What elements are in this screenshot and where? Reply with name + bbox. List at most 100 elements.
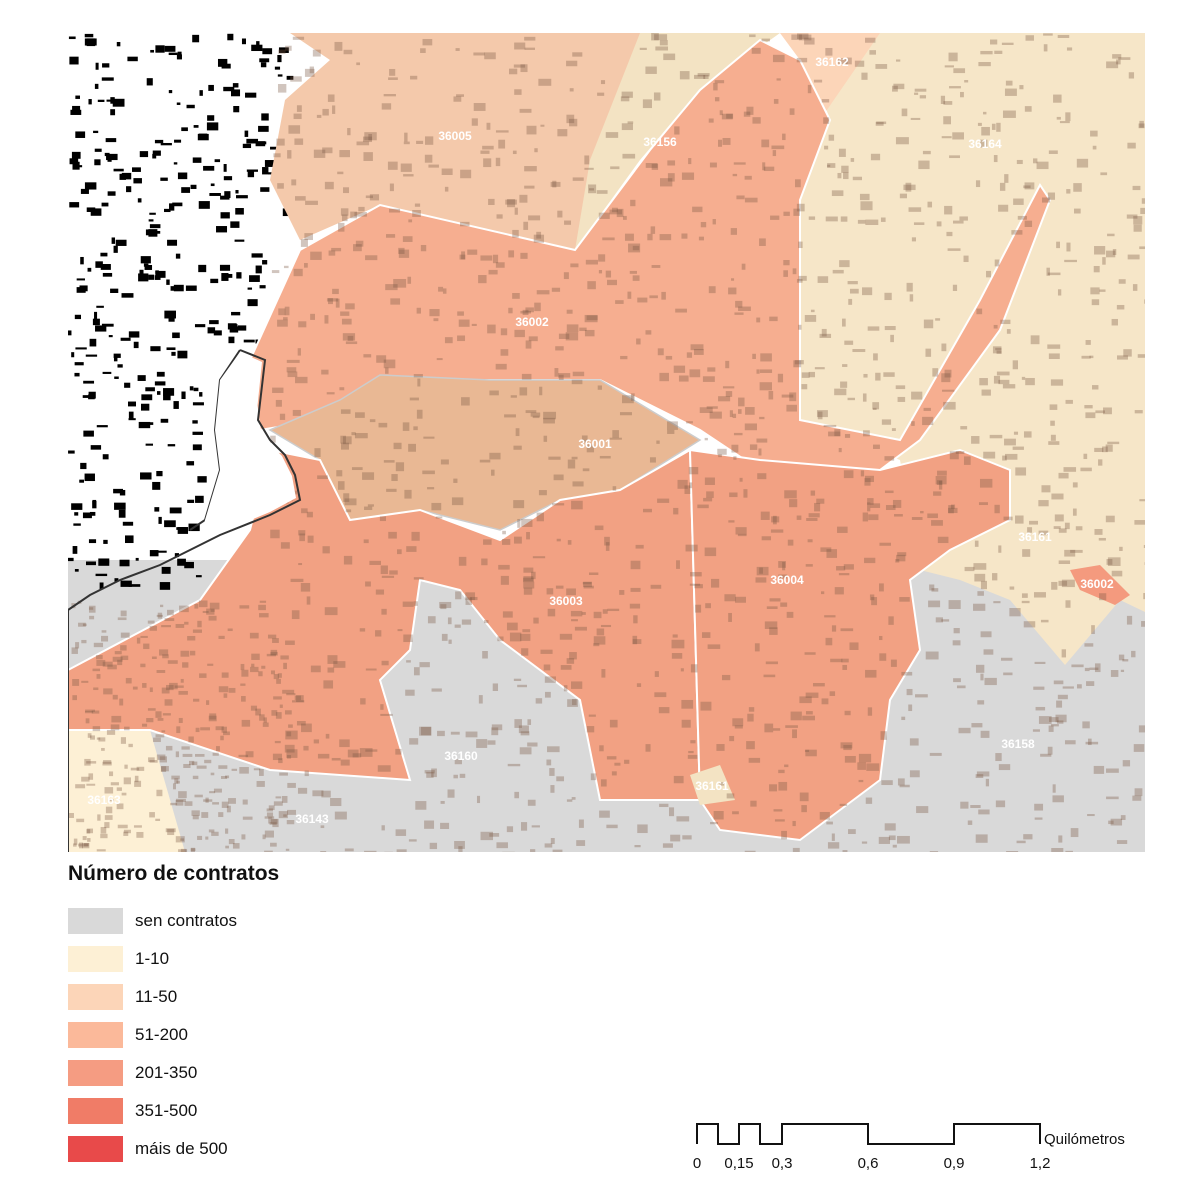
building [98, 737, 106, 742]
building [120, 580, 132, 587]
building [241, 696, 246, 702]
building [590, 773, 597, 781]
building [424, 154, 433, 163]
building [778, 561, 786, 568]
building [367, 504, 374, 507]
building [285, 730, 298, 740]
building [878, 836, 891, 844]
building [150, 346, 161, 352]
building [354, 433, 368, 439]
building [974, 540, 979, 547]
building [92, 318, 100, 326]
building [838, 447, 842, 453]
building [1120, 669, 1125, 673]
building [1090, 287, 1100, 295]
building [689, 583, 701, 586]
building [950, 504, 956, 509]
building [564, 220, 572, 225]
building [879, 635, 883, 641]
building [713, 811, 724, 820]
building [282, 689, 295, 694]
building [75, 784, 86, 789]
zone-36162 [780, 33, 880, 120]
building [1122, 760, 1131, 767]
building [764, 621, 778, 629]
building [862, 287, 873, 296]
building [256, 41, 260, 48]
building [243, 339, 255, 343]
building [231, 768, 238, 771]
building [820, 547, 832, 552]
building [176, 780, 180, 784]
building [583, 585, 594, 589]
building [180, 650, 190, 657]
building [482, 651, 488, 659]
building [532, 415, 540, 419]
building [1041, 197, 1051, 203]
building [743, 111, 751, 117]
building [405, 689, 415, 696]
building [530, 849, 536, 852]
building [1132, 185, 1141, 191]
building [305, 200, 318, 205]
building [201, 812, 209, 818]
building [897, 552, 907, 557]
building [407, 276, 412, 284]
building [692, 206, 703, 213]
building [487, 324, 496, 334]
building [967, 820, 973, 825]
building [413, 577, 424, 580]
building [974, 573, 986, 582]
building [93, 687, 99, 691]
building [1048, 725, 1054, 732]
building [381, 608, 387, 615]
building [136, 766, 145, 771]
building [339, 387, 345, 391]
building [287, 809, 296, 815]
building [458, 846, 463, 852]
building [247, 287, 253, 290]
building [167, 660, 178, 664]
building [256, 780, 265, 787]
building [198, 264, 207, 273]
building [645, 744, 651, 752]
building [495, 130, 509, 133]
building [152, 481, 161, 490]
building [819, 811, 830, 820]
building [703, 497, 713, 502]
building [976, 771, 990, 777]
building [402, 422, 410, 431]
building [266, 653, 276, 657]
building [381, 575, 395, 578]
building [95, 573, 108, 577]
building [1085, 340, 1091, 345]
building [141, 394, 153, 401]
building [164, 520, 176, 528]
building [599, 455, 611, 459]
building [116, 803, 124, 810]
building [1015, 515, 1024, 524]
building [804, 749, 810, 753]
building [523, 577, 534, 583]
building [750, 800, 757, 807]
building [395, 748, 402, 755]
building [1064, 259, 1077, 263]
building [225, 775, 230, 779]
building [1066, 47, 1073, 51]
building [435, 516, 443, 519]
building [251, 663, 255, 668]
building [192, 420, 198, 424]
building [189, 386, 194, 391]
building [789, 392, 797, 402]
building [911, 391, 923, 400]
building [1098, 537, 1106, 541]
building [697, 73, 710, 77]
building [843, 172, 849, 180]
building [1040, 753, 1052, 757]
building [960, 91, 964, 98]
building [1030, 335, 1040, 345]
scale-tick: 0,3 [772, 1155, 793, 1172]
building [500, 328, 508, 336]
building [459, 254, 466, 260]
building [842, 664, 848, 670]
